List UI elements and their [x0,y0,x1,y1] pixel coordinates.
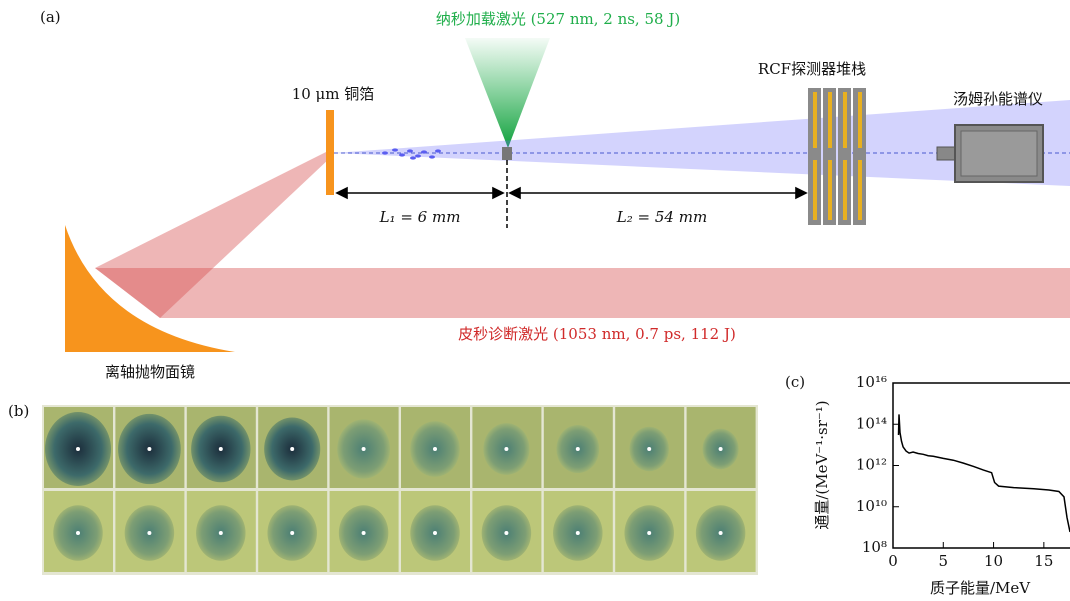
film-hole [433,447,437,451]
x-tick-label: 5 [939,552,949,570]
l2-label: L₂ = 54 mm [616,208,707,226]
spectrum-line [899,414,1070,532]
copper-foil [326,110,334,195]
thomson-label: 汤姆孙能谱仪 [953,90,1043,108]
film-hole [504,531,508,535]
ps-beam [95,268,1070,318]
film-hole [362,447,366,451]
figure: (a) 纳秒加载激光 (527 nm, 2 ns, 58 J) 10 μm 铜箔… [0,0,1070,601]
film-hole [719,447,723,451]
film-hole [147,531,151,535]
film-hole [576,447,580,451]
film-hole [647,447,651,451]
y-tick-label: 10⁸ [862,538,887,556]
x-tick-label: 15 [1034,552,1053,570]
panel-label: (a) [40,8,61,26]
y-tick-label: 10¹⁴ [856,414,887,432]
film-hole [504,447,508,451]
film-hole [290,447,294,451]
target [502,147,512,160]
film-hole [647,531,651,535]
y-tick-label: 10¹⁰ [856,497,887,515]
ns-laser-cone [465,38,550,148]
rcf-label: RCF探测器堆栈 [758,60,866,78]
y-axis-label: 通量/(MeV⁻¹·sr⁻¹) [813,400,831,529]
film-hole [362,531,366,535]
ns-laser-label: 纳秒加载激光 (527 nm, 2 ns, 58 J) [436,10,680,28]
film-hole [290,531,294,535]
ps-laser-label: 皮秒诊断激光 (1053 nm, 0.7 ps, 112 J) [458,325,736,343]
l1-label: L₁ = 6 mm [379,208,461,226]
panel-label: (b) [8,402,29,420]
panel-b: (b) [8,402,758,575]
film-hole [433,531,437,535]
y-tick-label: 10¹⁶ [856,373,887,391]
plot-frame [893,383,1070,548]
mirror-label: 离轴抛物面镜 [105,363,195,381]
panel-label: (c) [785,373,805,391]
x-tick-label: 10 [984,552,1003,570]
film-hole [219,447,223,451]
panel-a: (a) 纳秒加载激光 (527 nm, 2 ns, 58 J) 10 μm 铜箔… [40,8,1070,381]
y-tick-label: 10¹² [856,456,887,474]
film-hole [76,531,80,535]
x-tick-label: 0 [888,552,898,570]
x-axis-label: 质子能量/MeV [930,579,1031,597]
distance-arrows [337,188,806,198]
film-hole [576,531,580,535]
film-hole [219,531,223,535]
film-hole [719,531,723,535]
film-hole [147,447,151,451]
foil-label: 10 μm 铜箔 [292,85,375,103]
film-hole [76,447,80,451]
